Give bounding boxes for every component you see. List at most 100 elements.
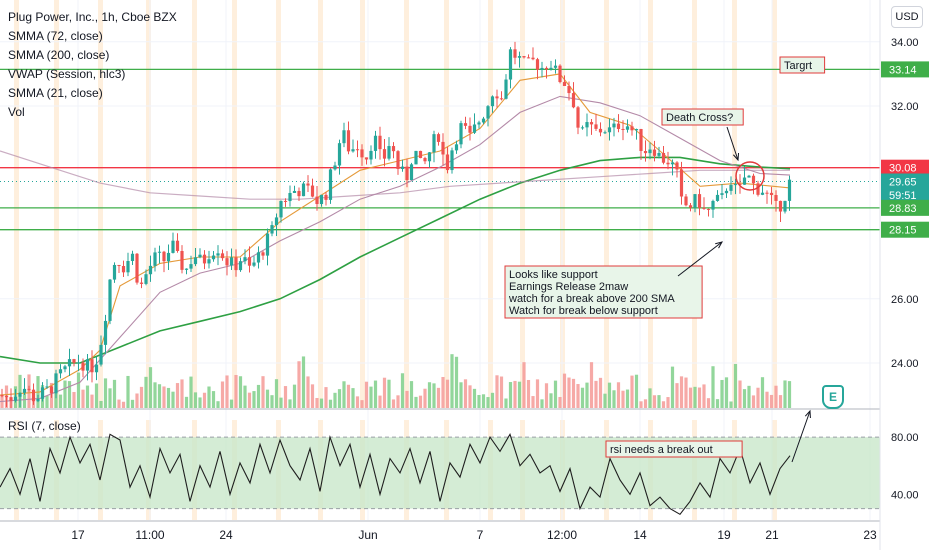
- volume-bar: [189, 376, 193, 408]
- volume-bar: [400, 373, 405, 408]
- session-band: [98, 0, 103, 408]
- time-tick-label: Jun: [358, 528, 377, 542]
- candle-body: [103, 320, 108, 345]
- volume-bar: [544, 383, 549, 408]
- volume-bar: [207, 386, 211, 408]
- candle-body: [585, 122, 589, 128]
- session-band: [192, 0, 197, 408]
- candle-body: [99, 344, 103, 365]
- candle-body: [490, 96, 495, 107]
- candle-body: [90, 359, 94, 373]
- price-label-text: 33.14: [889, 64, 917, 76]
- candle-body: [9, 397, 13, 401]
- candle-body: [198, 254, 202, 258]
- volume-bar: [261, 376, 265, 408]
- candle-body: [369, 150, 373, 160]
- legend-title[interactable]: Plug Power, Inc., 1h, Cboe BZX: [8, 10, 177, 24]
- candle-body: [256, 252, 261, 263]
- candle-body: [670, 162, 675, 165]
- candle-body: [517, 56, 522, 58]
- candle-body: [225, 258, 229, 266]
- session-band: [276, 0, 281, 408]
- candle-body: [387, 146, 391, 159]
- volume-bar: [526, 379, 531, 408]
- candle-body: [391, 146, 396, 152]
- candle-body: [342, 130, 346, 144]
- candle-body: [684, 196, 688, 206]
- volume-bar: [387, 379, 391, 408]
- candle-body: [432, 134, 436, 153]
- volume-bar: [643, 399, 648, 408]
- candle-body: [675, 162, 679, 170]
- candle-body: [513, 49, 517, 58]
- candle-body: [639, 128, 643, 152]
- candle-body: [229, 257, 234, 266]
- legend-indicator[interactable]: SMMA (200, close): [8, 48, 110, 62]
- legend-indicator[interactable]: VWAP (Session, hlc3): [8, 67, 126, 81]
- currency-button[interactable]: USD: [891, 6, 923, 28]
- candle-body: [162, 251, 166, 262]
- candle-body: [45, 386, 49, 388]
- candle-body: [715, 194, 720, 201]
- time-tick-label: 23: [863, 528, 877, 542]
- price-tick-label: 32.00: [891, 101, 919, 113]
- candles: [0, 41, 792, 409]
- session-band: [604, 0, 609, 408]
- candle-body: [724, 190, 729, 194]
- rsi-line: [0, 432, 791, 516]
- death-cross-circle: [735, 161, 765, 191]
- volume-bar: [522, 362, 526, 408]
- volume-bar: [121, 401, 126, 408]
- candle-body: [36, 398, 40, 402]
- legend-indicator[interactable]: SMMA (21, close): [8, 86, 103, 100]
- legend-indicator[interactable]: Vol: [8, 105, 25, 119]
- earnings-marker-icon[interactable]: E: [822, 385, 844, 409]
- candle-body: [324, 194, 328, 200]
- candle-body: [76, 362, 81, 364]
- candle-body: [27, 388, 31, 390]
- candle-body: [234, 257, 238, 271]
- volume-bar: [747, 385, 751, 408]
- rsi-legend-label[interactable]: RSI (7, close): [8, 419, 81, 433]
- rsi-arrow: [791, 410, 811, 463]
- volume-bar: [391, 399, 396, 408]
- candle-body: [400, 166, 405, 169]
- candle-body: [693, 194, 697, 208]
- volume-bar: [238, 376, 243, 408]
- volume-bar: [445, 379, 450, 408]
- volume-bar: [252, 391, 256, 408]
- volume-bar: [441, 376, 445, 408]
- candle-body: [94, 364, 99, 373]
- candle-body: [310, 185, 315, 197]
- price-label-tag: [881, 173, 929, 190]
- candle-body: [396, 151, 400, 169]
- candle-body: [643, 151, 648, 154]
- candle-body: [130, 253, 135, 262]
- volume-bar: [720, 379, 724, 408]
- volume-bar: [144, 376, 148, 408]
- candle-body: [85, 359, 90, 371]
- volume-bar: [490, 392, 495, 408]
- volume-bar: [454, 356, 459, 408]
- candle-body: [220, 253, 225, 259]
- candle-body: [139, 282, 144, 284]
- candle-body: [472, 124, 477, 133]
- volume-bar: [571, 378, 576, 408]
- legend-indicator[interactable]: SMMA (72, close): [8, 29, 103, 43]
- rsi-note-text: rsi needs a break out: [610, 444, 713, 456]
- volume-bar: [112, 379, 117, 408]
- price-tick-label: 24.00: [891, 358, 919, 370]
- candle-body: [688, 205, 693, 208]
- volume-bar: [499, 376, 504, 408]
- candle-body: [607, 127, 612, 133]
- rsi-line: [0, 432, 791, 516]
- volume-bar: [774, 385, 778, 408]
- volume-bar: [396, 395, 400, 408]
- volume-bar: [405, 390, 409, 408]
- candle-body: [31, 389, 36, 402]
- candle-body: [333, 165, 337, 170]
- volume-bar: [657, 395, 661, 408]
- candle-body: [418, 150, 423, 159]
- volume-bar: [742, 389, 747, 408]
